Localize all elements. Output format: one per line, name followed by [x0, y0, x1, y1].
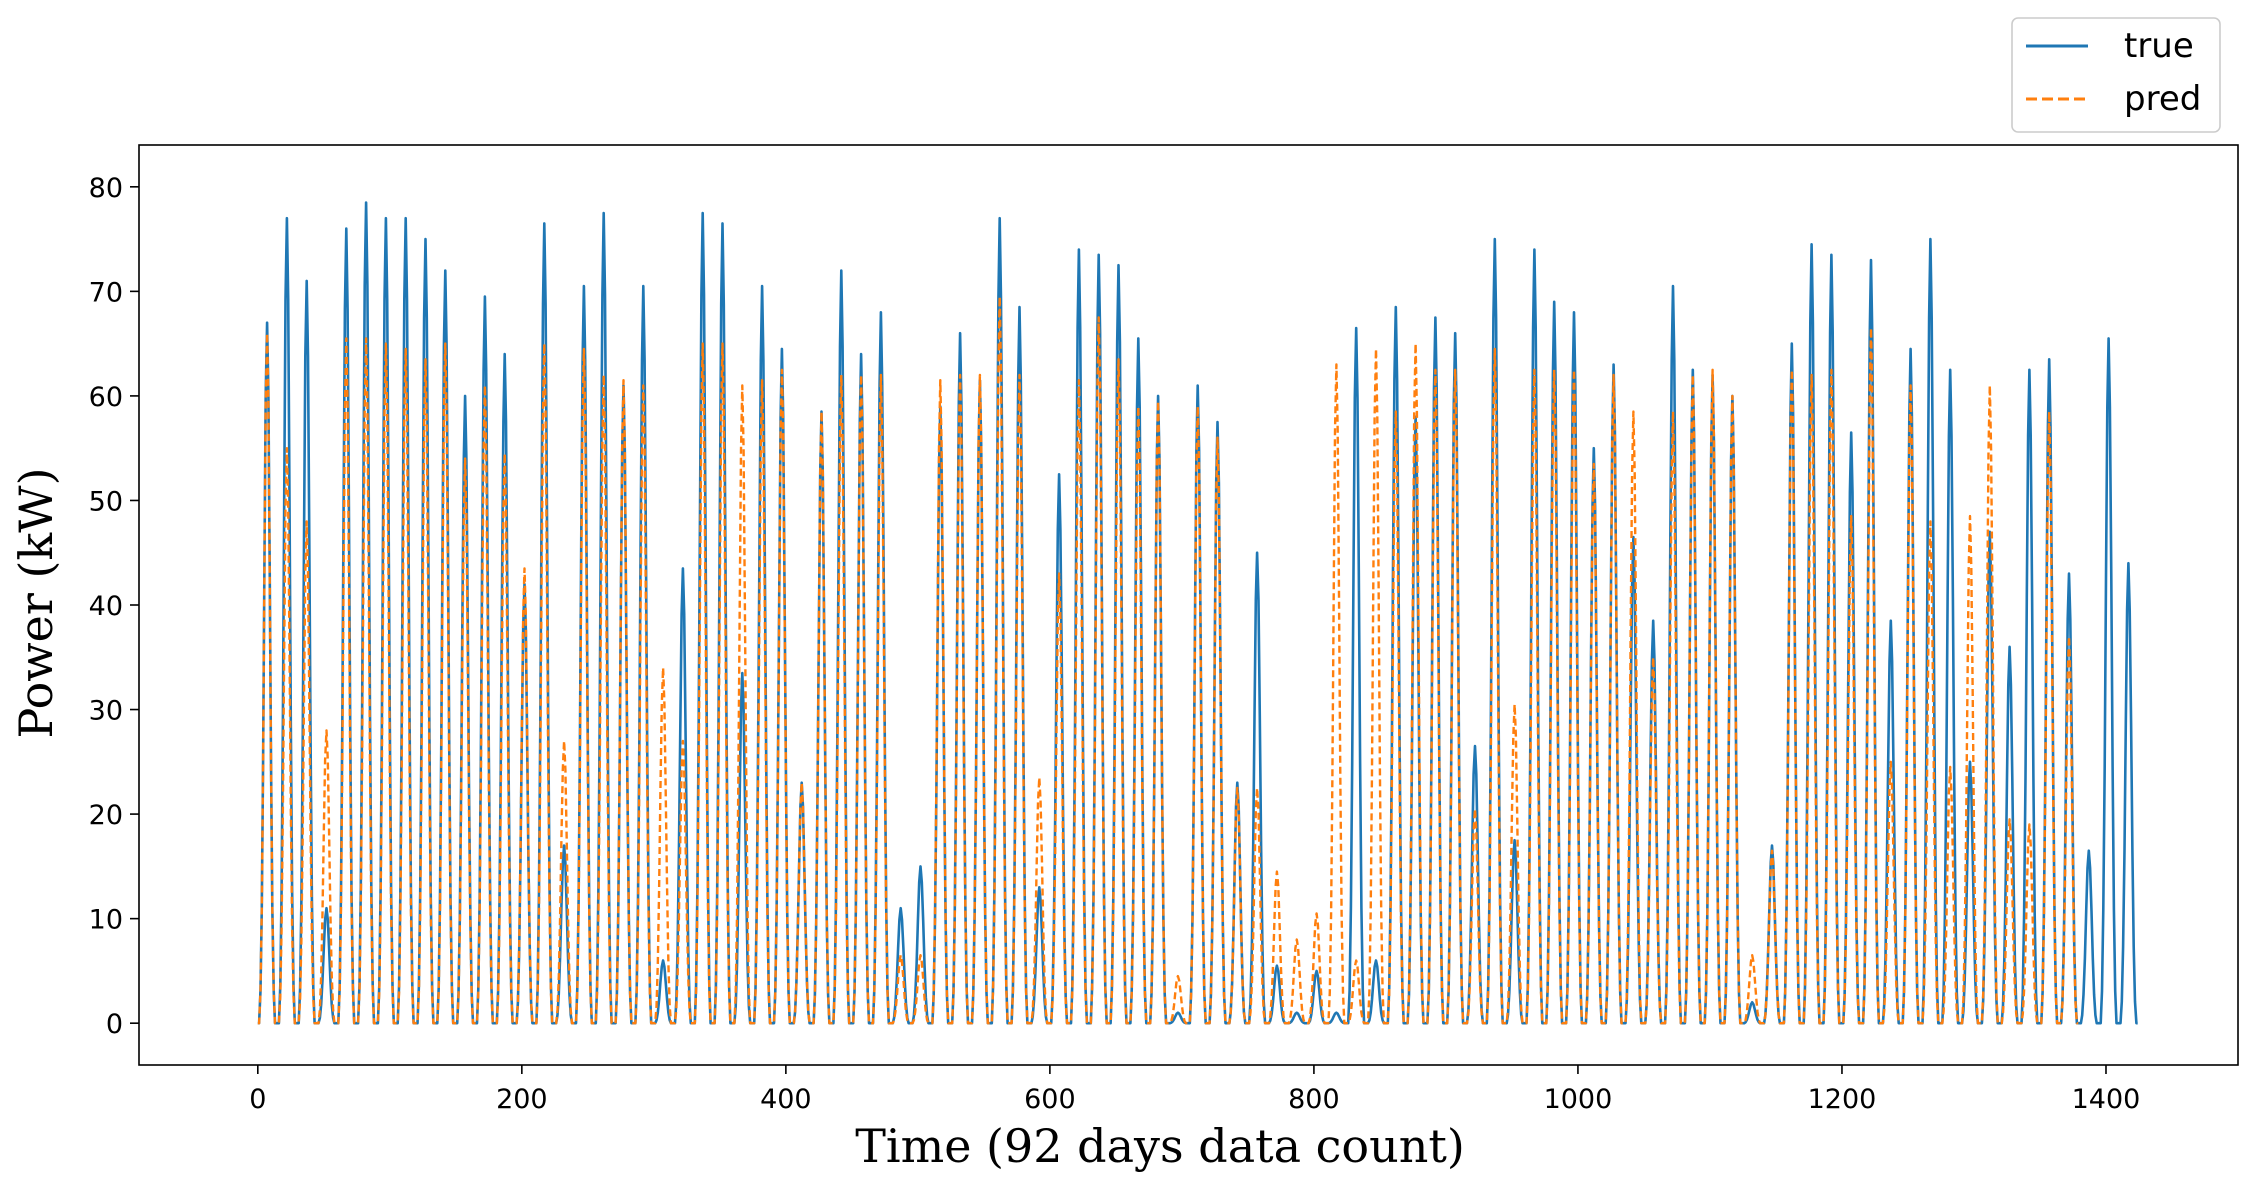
legend-true-label: true [2124, 26, 2194, 66]
y-tick-label: 10 [89, 905, 123, 936]
x-tick-label: 600 [1024, 1084, 1076, 1115]
x-tick-label: 1000 [1544, 1084, 1613, 1115]
y-tick-label: 70 [89, 277, 123, 308]
x-tick-label: 1200 [1808, 1084, 1877, 1115]
y-tick-label: 0 [106, 1009, 123, 1040]
x-tick-label: 0 [249, 1084, 266, 1115]
y-tick-label: 20 [89, 800, 123, 831]
x-tick-label: 800 [1288, 1084, 1340, 1115]
x-tick-label: 1400 [2072, 1084, 2141, 1115]
x-axis-title: Time (92 days data count) [855, 1119, 1465, 1173]
y-tick-label: 40 [89, 591, 123, 622]
plot-area [138, 144, 2239, 1066]
series-pred-line [257, 295, 2079, 1025]
y-tick-label: 80 [89, 173, 123, 204]
legend: true pred [2011, 17, 2221, 133]
x-tick-label: 400 [760, 1084, 812, 1115]
y-tick-label: 60 [89, 382, 123, 413]
y-tick-label: 30 [89, 696, 123, 727]
series-true-line [257, 201, 2138, 1025]
x-tick-label: 200 [496, 1084, 548, 1115]
y-axis-title: Power (kW) [9, 467, 63, 738]
y-tick-label: 50 [89, 486, 123, 517]
legend-pred-label: pred [2124, 79, 2201, 119]
